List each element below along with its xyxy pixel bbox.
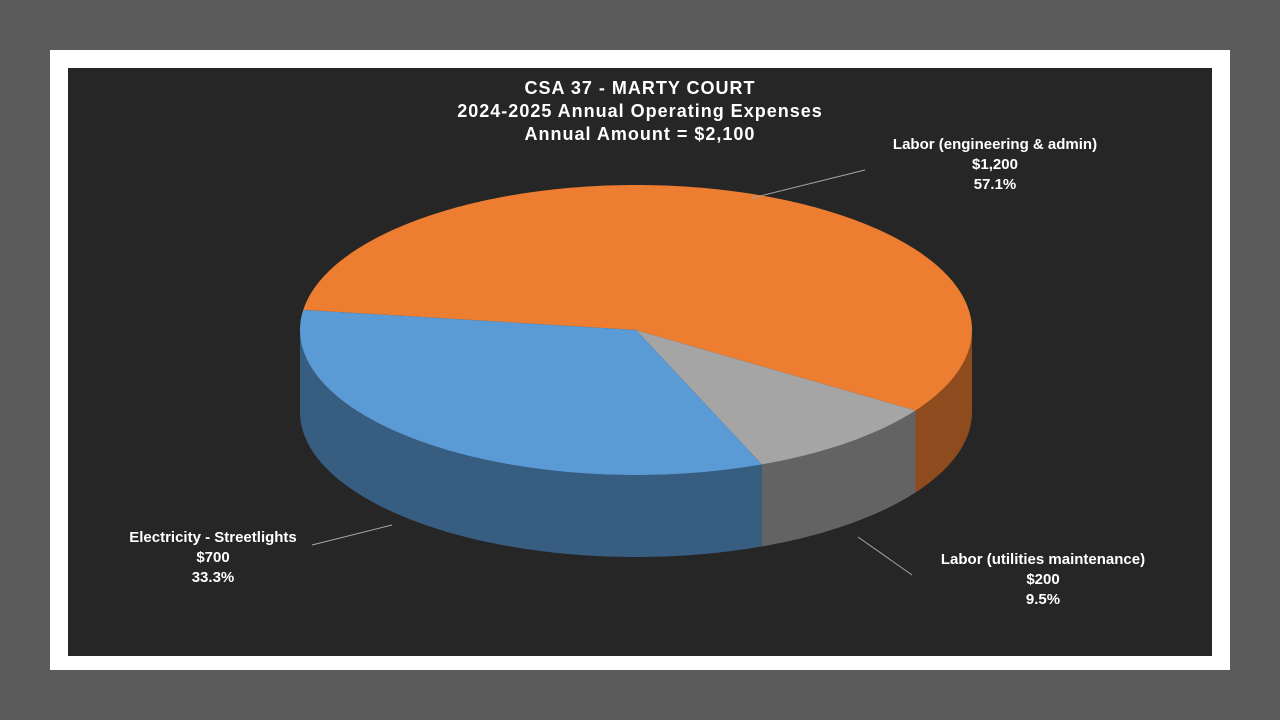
slice-side <box>761 410 916 547</box>
value-label: $700 <box>196 549 229 566</box>
percent-label: 57.1% <box>974 176 1017 193</box>
percent-label: 33.3% <box>192 569 235 586</box>
slice-label: Labor (engineering & admin) <box>893 136 1097 153</box>
slice-label: Labor (utilities maintenance) <box>941 551 1145 568</box>
slice-side <box>915 330 972 493</box>
total-label: Annual Amount = $2,100 <box>525 124 756 144</box>
pie-slice <box>636 330 916 465</box>
chart-subtitle: 2024-2025 Annual Operating Expenses <box>457 101 822 121</box>
leader-line <box>311 524 393 546</box>
slice-label: Electricity - Streetlights <box>129 529 297 546</box>
slice-side <box>300 330 762 557</box>
percent-label: 9.5% <box>1026 591 1060 608</box>
chart-title: CSA 37 - MARTY COURT <box>524 78 755 98</box>
pie-slice <box>300 309 762 475</box>
value-label: $200 <box>1026 571 1059 588</box>
leader-line <box>857 536 913 576</box>
leader-line <box>751 169 866 199</box>
value-label: $1,200 <box>972 156 1018 173</box>
pie-slice <box>303 185 973 411</box>
